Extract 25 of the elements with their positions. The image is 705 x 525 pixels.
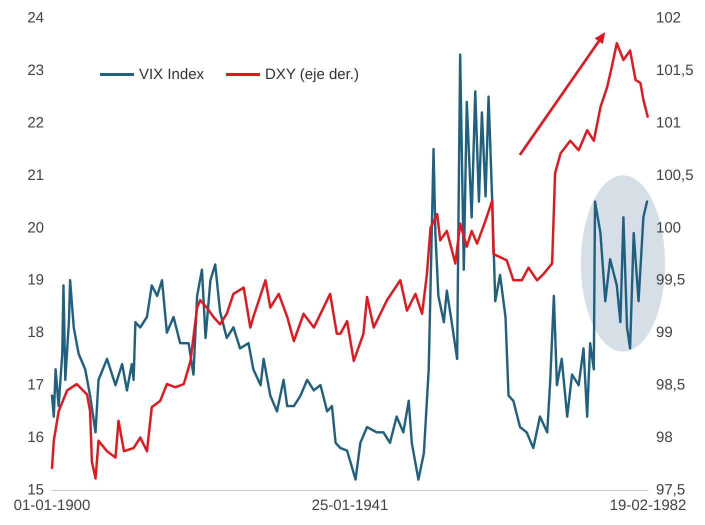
y-tick-label: 17 <box>27 376 44 394</box>
y2-tick-label: 99,5 <box>656 272 686 289</box>
y-tick-label: 22 <box>27 114 44 132</box>
y-tick-label: 20 <box>27 219 44 236</box>
y2-tick-label: 98 <box>656 429 673 446</box>
x-tick-label: 19-02-1982 <box>610 497 686 514</box>
y2-tick-label: 100,5 <box>656 166 694 184</box>
y2-tick-label: 101 <box>656 114 682 132</box>
x-tick-label: 25-01-1941 <box>312 497 388 514</box>
y-tick-label: 18 <box>27 324 44 342</box>
y-tick-label: 24 <box>27 10 44 26</box>
y2-tick-label: 102 <box>656 10 682 26</box>
legend-label: VIX Index <box>139 66 205 83</box>
y-tick-label: 15 <box>27 482 44 498</box>
y-tick-label: 16 <box>27 429 44 446</box>
y2-tick-label: 101,5 <box>656 62 694 79</box>
y2-tick-label: 97,5 <box>656 482 686 498</box>
y2-tick-label: 99 <box>656 324 673 342</box>
y2-tick-label: 98,5 <box>656 376 686 394</box>
x-tick-label: 01-01-1900 <box>14 497 90 514</box>
y-tick-label: 19 <box>27 272 44 289</box>
y2-tick-label: 100 <box>656 219 682 236</box>
y-tick-label: 21 <box>27 166 44 184</box>
legend-label: DXY (eje der.) <box>265 66 359 83</box>
y-tick-label: 23 <box>27 62 44 79</box>
